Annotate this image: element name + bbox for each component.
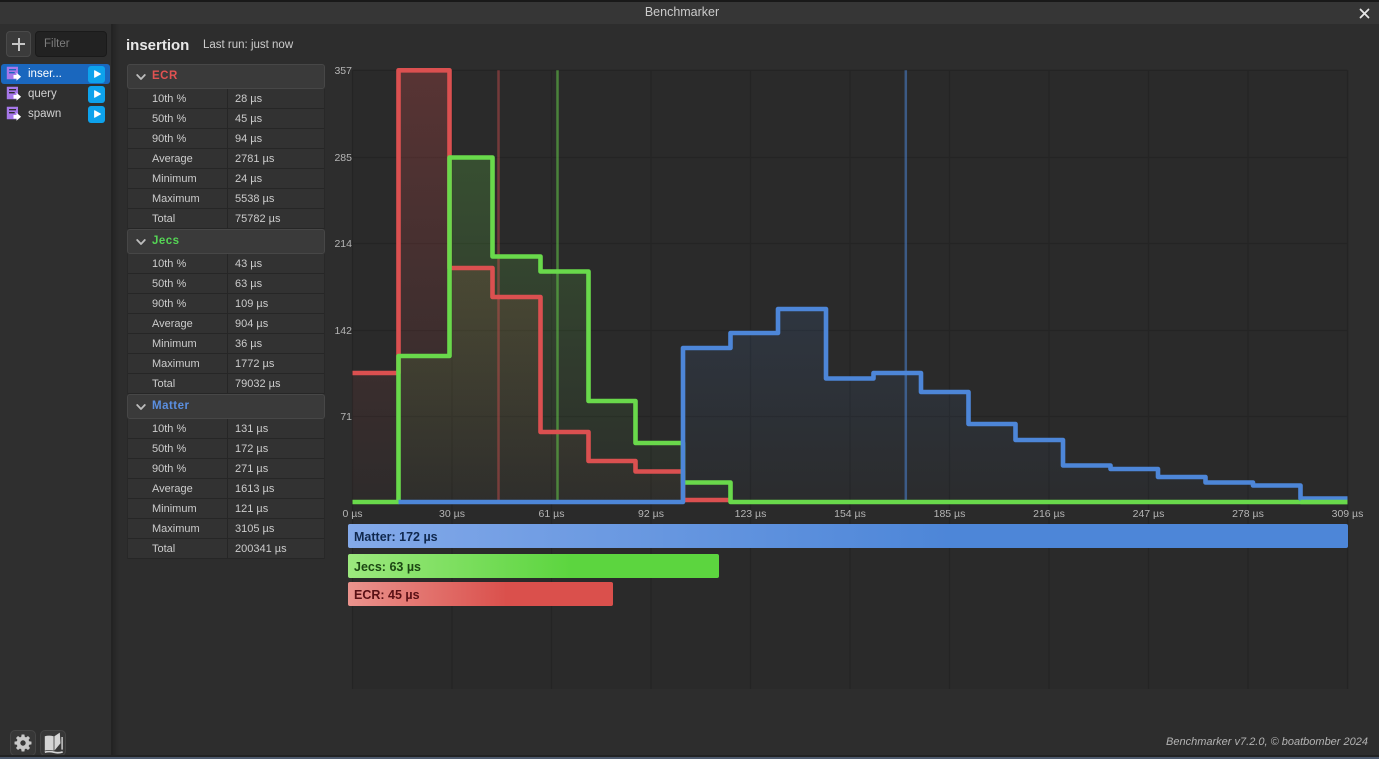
svg-text:61 µs: 61 µs <box>539 508 565 520</box>
svg-text:123 µs: 123 µs <box>735 508 767 520</box>
svg-text:309 µs: 309 µs <box>1332 508 1364 520</box>
svg-text:357: 357 <box>334 65 352 77</box>
svg-text:185 µs: 185 µs <box>934 508 966 520</box>
svg-text:278 µs: 278 µs <box>1232 508 1264 520</box>
svg-text:214: 214 <box>334 238 352 250</box>
svg-text:0 µs: 0 µs <box>342 508 362 520</box>
svg-text:247 µs: 247 µs <box>1133 508 1165 520</box>
svg-text:92 µs: 92 µs <box>638 508 664 520</box>
svg-text:30 µs: 30 µs <box>439 508 465 520</box>
svg-text:216 µs: 216 µs <box>1033 508 1065 520</box>
svg-text:71: 71 <box>340 411 352 423</box>
svg-text:142: 142 <box>334 325 352 337</box>
svg-text:154 µs: 154 µs <box>834 508 866 520</box>
svg-text:285: 285 <box>334 152 352 164</box>
